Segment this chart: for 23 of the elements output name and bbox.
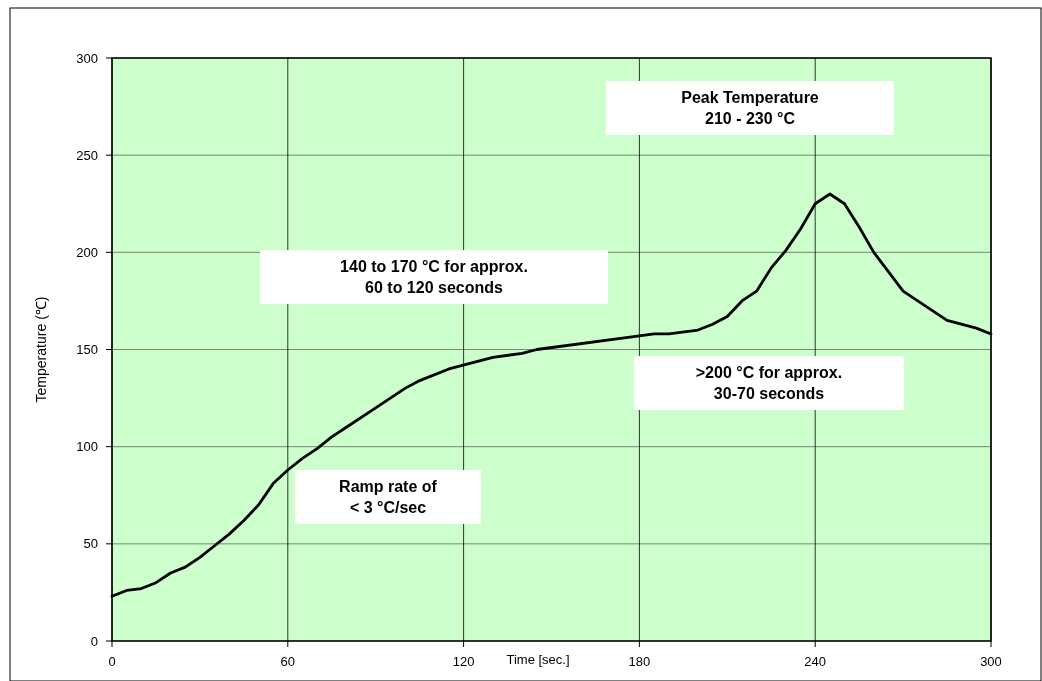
x-tick-label: 240 bbox=[804, 654, 827, 669]
y-tick-label: 150 bbox=[76, 342, 98, 358]
annotation: 140 to 170 °C for approx. 60 to 120 seconds bbox=[340, 258, 528, 296]
x-tick-label: 300 bbox=[980, 654, 1002, 669]
x-axis-title: Time [sec.] bbox=[506, 652, 570, 667]
annotation: >200 °C for approx. 30-70 seconds bbox=[695, 364, 843, 402]
annotation: Ramp rate of < 3 °C/sec bbox=[339, 478, 438, 516]
note-box: Peak Temperature 210 - 230 °C bbox=[606, 81, 894, 135]
y-tick-label: 100 bbox=[76, 439, 98, 455]
note-box: >200 °C for approx. 30-70 seconds bbox=[634, 356, 904, 410]
x-tick-label: 120 bbox=[452, 654, 475, 669]
x-tick-label: 0 bbox=[108, 654, 116, 669]
y-tick-label: 50 bbox=[83, 536, 98, 552]
x-tick-label: 180 bbox=[628, 654, 651, 669]
annotation: Peak Temperature 210 - 230 °C bbox=[681, 89, 819, 127]
y-tick-label: 250 bbox=[76, 147, 98, 163]
y-tick-label: 200 bbox=[76, 244, 98, 260]
note-box: 140 to 170 °C for approx. 60 to 120 seconds bbox=[260, 250, 608, 304]
y-tick-label: 300 bbox=[76, 50, 98, 66]
note-box: Ramp rate of < 3 °C/sec bbox=[295, 470, 481, 524]
x-tick-label: 60 bbox=[280, 654, 296, 669]
y-axis-title: Temperature (℃) bbox=[33, 296, 49, 403]
y-tick-label: 0 bbox=[90, 633, 98, 649]
